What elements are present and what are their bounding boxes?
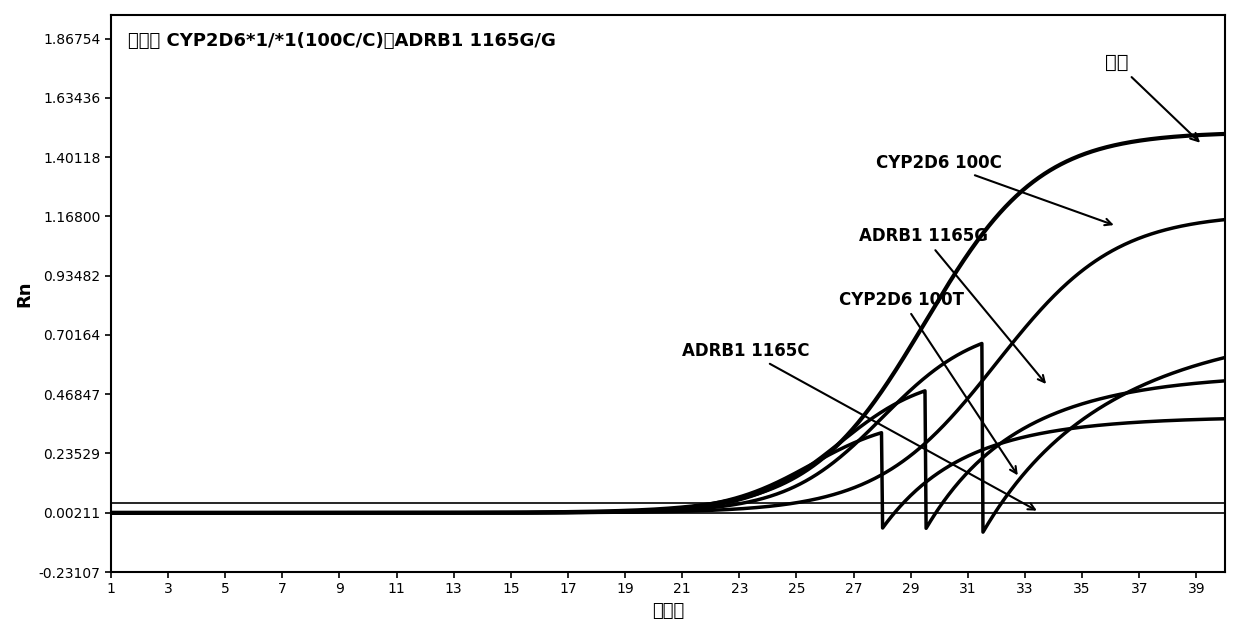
Text: ADRB1 1165C: ADRB1 1165C (682, 342, 1035, 509)
Text: ADRB1 1165G: ADRB1 1165G (859, 227, 1044, 382)
X-axis label: 循环数: 循环数 (652, 602, 684, 620)
Text: 内参: 内参 (1105, 53, 1198, 141)
Text: CYP2D6 100C: CYP2D6 100C (877, 154, 1111, 225)
Y-axis label: Rn: Rn (15, 280, 33, 307)
Text: CYP2D6 100T: CYP2D6 100T (839, 291, 1017, 474)
Text: 检测为 CYP2D6*1/*1(100C/C)，ADRB1 1165G/G: 检测为 CYP2D6*1/*1(100C/C)，ADRB1 1165G/G (128, 32, 556, 50)
